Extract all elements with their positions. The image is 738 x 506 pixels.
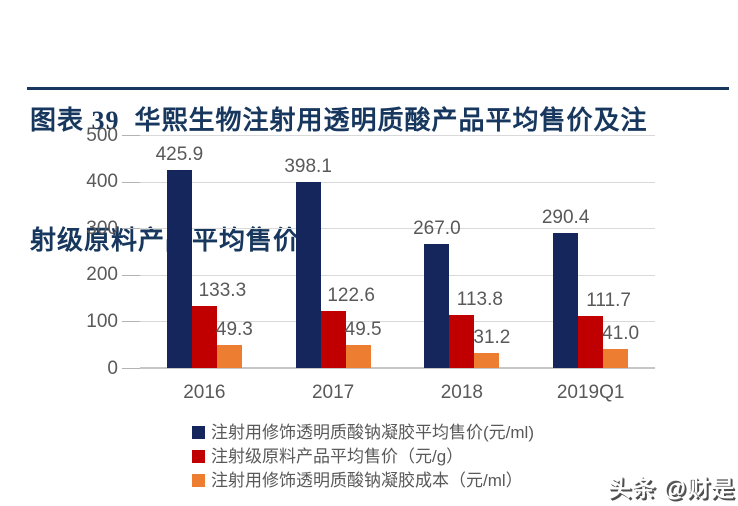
figure-title: 图表 39 华熙生物注射用透明质酸产品平均售价及注 射级原料产品平均售价 (30, 21, 648, 341)
gridline (140, 135, 655, 136)
bar-series-2 (603, 348, 629, 368)
x-axis-line (140, 367, 655, 369)
y-axis-tick-label: 500 (86, 124, 118, 146)
figure-title-line1: 图表 39 华熙生物注射用透明质酸产品平均售价及注 (30, 106, 648, 136)
bar-value-label: 113.8 (456, 288, 503, 310)
gridline (140, 274, 655, 276)
legend-label: 注射级原料产品平均售价（元/g） (211, 446, 464, 466)
legend-item-0: 注射用修饰透明质酸钠凝胶平均售价(元/ml) (192, 420, 534, 444)
x-axis-category-label: 2019Q1 (556, 382, 625, 403)
watermark: 头条 @财是 (608, 475, 735, 501)
legend-label: 注射用修饰透明质酸钠凝胶成本（元/ml） (211, 470, 523, 490)
y-axis-tick (122, 368, 140, 369)
figure-title-line2: 射级原料产品平均售价 (30, 226, 301, 256)
bar-series-2 (216, 345, 242, 368)
bar-series-2 (474, 353, 500, 368)
bar-value-label: 49.3 (215, 319, 253, 341)
legend-label: 注射用修饰透明质酸钠凝胶平均售价(元/ml) (211, 422, 534, 442)
legend-swatch-icon (192, 473, 205, 487)
y-axis-tick-label: 0 (107, 357, 118, 379)
bar-value-label: 425.9 (155, 143, 204, 165)
x-axis-category-label: 2016 (183, 382, 226, 403)
bar-value-label: 122.6 (327, 284, 375, 306)
y-axis-tick-label: 300 (86, 217, 118, 239)
bar-value-label: 111.7 (586, 289, 631, 311)
gridline (140, 228, 655, 230)
x-axis-category-label: 2018 (440, 382, 484, 403)
bar-value-label: 267.0 (413, 217, 461, 239)
legend-item-2: 注射用修饰透明质酸钠凝胶成本（元/ml） (192, 468, 523, 492)
y-axis-tick-label: 200 (86, 264, 118, 286)
bar-value-label: 31.2 (473, 327, 511, 349)
bar-series-1 (449, 314, 475, 368)
gridline (140, 181, 655, 183)
y-axis-tick-label: 400 (86, 171, 118, 193)
bar-series-0 (166, 169, 192, 368)
y-axis-tick (122, 321, 140, 323)
bar-value-label: 290.4 (541, 206, 590, 228)
y-axis-tick (122, 228, 140, 230)
bar-series-1 (578, 315, 604, 368)
legend-item-1: 注射级原料产品平均售价（元/g） (192, 444, 463, 468)
bar-value-label: 398.1 (284, 156, 332, 178)
bar-series-0 (553, 232, 579, 368)
bar-series-0 (295, 182, 321, 368)
bar-series-1 (320, 310, 346, 368)
bar-value-label: 133.3 (198, 279, 247, 301)
title-underline-rule (27, 87, 729, 90)
bar-series-1 (191, 305, 217, 368)
bar-value-label: 41.0 (602, 322, 640, 344)
gridline (140, 321, 655, 323)
y-axis-tick (122, 135, 140, 136)
y-axis-tick (122, 181, 140, 183)
x-axis-category-label: 2017 (311, 382, 355, 403)
y-axis-tick (122, 274, 140, 276)
y-axis-tick-label: 100 (86, 310, 118, 332)
legend-swatch-icon (192, 449, 205, 463)
bar-value-label: 49.5 (344, 318, 382, 340)
bar-series-0 (424, 243, 450, 368)
bar-series-2 (345, 344, 371, 368)
legend-swatch-icon (192, 425, 205, 439)
